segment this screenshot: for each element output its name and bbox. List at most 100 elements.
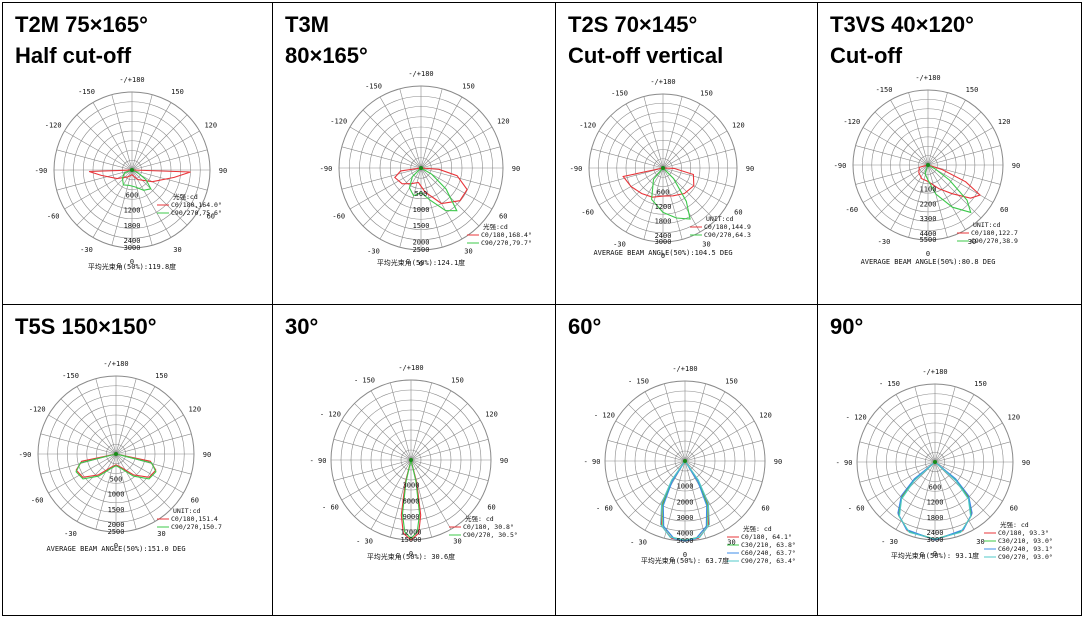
angle-label: 60 (499, 213, 507, 221)
angle-label: -150 (62, 372, 79, 380)
angle-label: - 30 (881, 538, 898, 546)
angle-label: 150 (462, 83, 475, 91)
beam-angle-footer: AVERAGE BEAM ANGLE(50%):104.5 DEG (593, 249, 732, 257)
grid-spoke (410, 403, 468, 461)
angle-label: - 150 (628, 377, 649, 385)
angle-label: 30 (976, 538, 984, 546)
polar-grid (338, 85, 504, 251)
angle-label: 150 (966, 86, 979, 94)
unit-label: 光强: cd (1000, 520, 1029, 529)
angle-label: - 90 (310, 457, 327, 465)
intensity-label: 2200 (920, 200, 937, 208)
grid-spoke (115, 453, 156, 522)
grid-spoke (76, 386, 117, 455)
grid-spoke (625, 103, 664, 169)
intensity-label: 1500 (413, 222, 430, 230)
grid-spoke (131, 114, 188, 171)
unit-label: UNIT:cd (973, 221, 1000, 229)
grid-spoke (131, 169, 172, 238)
intensity-curve (660, 460, 710, 541)
angle-label: -/+180 (672, 365, 697, 373)
polar-diagram-t3m: -/+180 -150 150 -120 120 -90 90 -60 60 -30 30 0 500 1… (320, 70, 532, 268)
angle-label: - 150 (879, 380, 900, 388)
grid-spoke (927, 164, 966, 231)
panel-t3m: -/+180 -150 150 -120 120 -90 90 -60 60 -30 30 0 500 1… (272, 2, 556, 305)
beam-angle-footer: AVERAGE BEAM ANGLE(50%):151.0 DEG (46, 545, 185, 553)
angle-label: -60 (581, 209, 594, 217)
grid-spoke (914, 386, 936, 463)
grid-spoke (662, 167, 728, 206)
intensity-curve (662, 459, 708, 542)
intensity-curve (121, 169, 152, 191)
legend-entry: C0/180,144.9 (704, 223, 751, 231)
angle-label: 90 (512, 165, 520, 173)
angle-label: 0 (419, 260, 423, 268)
grid-spoke (349, 126, 422, 169)
angle-label: -/+180 (398, 364, 423, 372)
panel-title-line: 30° (285, 314, 319, 339)
intensity-label: 2000 (677, 498, 694, 506)
panel-title: T5S 150×150° (15, 311, 157, 342)
angle-label: 60 (734, 209, 742, 217)
grid-spoke (60, 453, 117, 510)
grid-spoke (333, 439, 412, 461)
unit-label: 光强: cd (743, 524, 772, 533)
grid-spoke (615, 420, 686, 462)
angle-label: -120 (843, 118, 860, 126)
grid-spoke (862, 164, 929, 203)
legend-entry: C90/270,79.7° (481, 239, 532, 247)
legend-entry: C90/270, 63.4° (741, 557, 796, 565)
legend-entry: C90/270, 30.5° (463, 531, 518, 539)
beam-angle-footer: 平均光束角(50%): 63.7度 (641, 556, 729, 565)
intensity-label: 12000 (400, 529, 421, 537)
angle-label: -150 (876, 86, 893, 94)
grid-spoke (927, 164, 1001, 185)
grid-spoke (591, 148, 664, 169)
beam-angle-footer: 平均光束角(50%): 30.6度 (367, 552, 455, 561)
angle-label: 120 (998, 118, 1011, 126)
legend-entry: C60/240, 63.7° (741, 549, 796, 557)
legend-entry: C0/180,122.7 (971, 229, 1018, 237)
grid-spoke (615, 460, 686, 502)
angle-label: 0 (130, 258, 134, 266)
intensity-label: 1200 (655, 203, 672, 211)
grid-spoke (662, 103, 701, 169)
angle-label: 90 (219, 167, 227, 175)
grid-spoke (420, 126, 493, 169)
intensity-label: 3000 (655, 238, 672, 246)
grid-spoke (362, 167, 422, 227)
angle-label: - 120 (846, 414, 867, 422)
grid-spoke (362, 109, 422, 169)
angle-label: -60 (845, 206, 858, 214)
grid-spoke (890, 164, 929, 231)
intensity-label: 2000 (108, 521, 125, 529)
unit-label: 光强: cd (465, 514, 494, 523)
angle-label: -120 (45, 122, 62, 130)
grid-spoke (684, 420, 755, 462)
polar-grid (53, 91, 211, 249)
intensity-curve (88, 169, 191, 183)
grid-spoke (934, 386, 956, 463)
panel-title-line: 90° (830, 314, 864, 339)
angle-label: -/+180 (650, 78, 675, 86)
grid-spoke (644, 391, 686, 462)
panel-t5s: -/+180 -150 150 -120 120 -90 90 -60 60 -30 30 0 500 1… (2, 304, 273, 616)
grid-spoke (934, 461, 1011, 483)
angle-label: 150 (155, 372, 168, 380)
center-dot (409, 458, 413, 462)
panel-title: T3VS 40×120° Cut-off (830, 9, 974, 71)
angle-label: -150 (611, 90, 628, 98)
grid-spoke (862, 127, 929, 166)
grid-spoke (115, 398, 172, 455)
intensity-label: 6000 (403, 497, 420, 505)
grid-spoke (927, 145, 1001, 166)
intensity-curve (924, 164, 972, 214)
angle-label: -/+180 (103, 360, 128, 368)
angle-label: 90 (774, 458, 782, 466)
intensity-label: 1800 (124, 222, 141, 230)
intensity-label: 2500 (413, 246, 430, 254)
grid-spoke (934, 394, 975, 463)
center-dot (661, 166, 665, 170)
intensity-label: 2400 (124, 237, 141, 245)
